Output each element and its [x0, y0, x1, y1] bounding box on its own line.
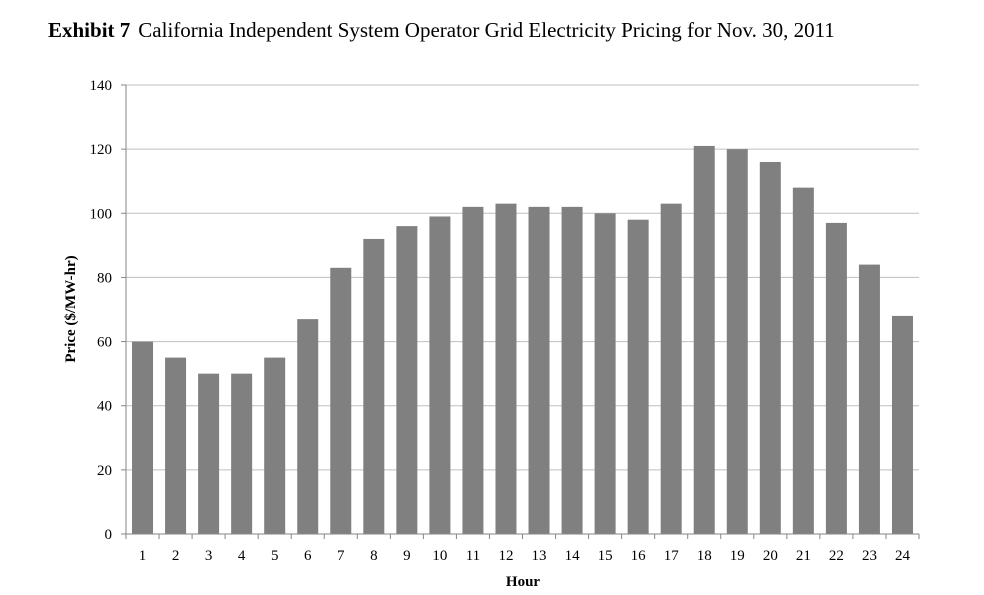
x-tick-label: 4 [238, 548, 246, 564]
bar-hour-3 [198, 373, 220, 534]
y-tick-label: 60 [97, 335, 112, 351]
x-tick-label: 23 [862, 548, 877, 564]
bar-hour-18 [693, 145, 715, 534]
bar-hour-5 [264, 357, 286, 534]
x-tick-label: 20 [763, 548, 778, 564]
x-tick-label: 12 [498, 548, 513, 564]
bar-hour-4 [231, 373, 253, 534]
bar-hour-21 [792, 187, 814, 534]
x-tick-label: 22 [829, 548, 844, 564]
x-tick-label: 14 [565, 548, 581, 564]
bar-hour-2 [165, 357, 187, 534]
bar-hour-17 [660, 203, 682, 534]
bar-hour-12 [495, 203, 517, 534]
x-tick-label: 6 [304, 548, 312, 564]
x-tick-label: 13 [532, 548, 547, 564]
x-tick-label: 5 [271, 548, 279, 564]
y-tick-label: 40 [97, 399, 112, 415]
axes [121, 84, 920, 539]
bar-hour-24 [891, 315, 913, 534]
bar-hour-9 [396, 226, 418, 534]
x-tick-label: 18 [697, 548, 712, 564]
bar-hour-22 [825, 222, 847, 534]
x-tick-label: 9 [403, 548, 411, 564]
x-tick-label: 10 [432, 548, 447, 564]
bar-hour-7 [330, 267, 352, 534]
chart-title: California Independent System Operator G… [138, 18, 835, 42]
x-tick-label: 15 [598, 548, 613, 564]
bar-hour-23 [858, 264, 880, 534]
y-tick-label: 120 [90, 142, 113, 158]
x-tick-label: 3 [205, 548, 213, 564]
bars [132, 145, 913, 535]
y-axis-label: Price ($/MW-hr) [63, 255, 79, 362]
x-tick-label: 19 [730, 548, 745, 564]
x-tick-label: 11 [466, 548, 480, 564]
y-tick-label: 100 [90, 206, 113, 222]
bar-hour-13 [528, 206, 550, 534]
y-tick-label: 0 [105, 527, 113, 543]
x-tick-label: 2 [172, 548, 180, 564]
x-tick-label: 8 [370, 548, 378, 564]
bar-hour-14 [561, 206, 583, 534]
y-tick-labels: 0 20 40 60 80 100 120 140 [90, 78, 113, 543]
x-tick-label: 21 [796, 548, 811, 564]
bar-hour-15 [594, 213, 616, 535]
x-tick-label: 17 [664, 548, 680, 564]
bar-hour-6 [297, 319, 319, 534]
x-tick-label: 1 [139, 548, 147, 564]
bar-hour-16 [627, 219, 649, 534]
bar-hour-8 [363, 238, 385, 534]
x-axis-label: Hour [506, 574, 541, 590]
x-tick-labels: 1 2 3 4 5 6 7 8 9 10 11 12 13 14 15 16 17 18 19 20 21 22 23 24 [139, 548, 911, 564]
x-tick-label: 7 [337, 548, 345, 564]
x-tick-label: 24 [895, 548, 911, 564]
bar-hour-11 [462, 206, 484, 534]
y-tick-label: 80 [97, 270, 112, 286]
y-tick-label: 140 [90, 78, 113, 94]
x-tick-label: 16 [631, 548, 647, 564]
exhibit-label: Exhibit 7 [48, 18, 131, 42]
bar-hour-20 [759, 161, 781, 534]
y-tick-label: 20 [97, 463, 112, 479]
exhibit-title: Exhibit 7 California Independent System O… [48, 18, 835, 43]
bar-hour-10 [429, 216, 451, 534]
gridlines [126, 84, 919, 471]
bar-hour-1 [132, 341, 154, 534]
bar-hour-19 [726, 149, 748, 534]
